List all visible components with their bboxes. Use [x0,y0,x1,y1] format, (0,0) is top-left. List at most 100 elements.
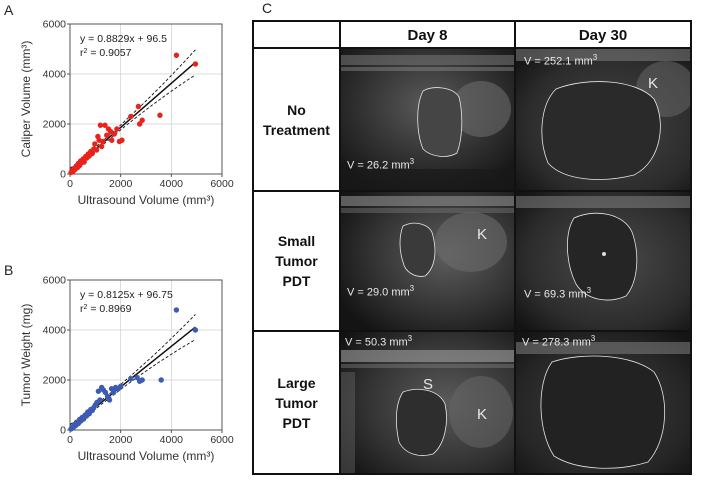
ultrasound-image-large-tumor-day8: V = 50.3 mm3 S K [341,332,516,473]
x-tick-label: 6000 [210,434,234,446]
data-point [173,52,180,58]
tumor-outline [399,222,436,277]
r-squared-label: r2 = 0.9057 [80,47,132,59]
ultrasound-image-table: Day 8 Day 30 No Treatment Small Tumor PD… [252,20,692,475]
panel-c-letter: C [262,0,273,16]
data-point [192,327,199,333]
volume-label: V = 278.3 mm3 [522,334,596,349]
ultrasound-texture [516,49,690,190]
data-point [173,307,180,313]
data-point [157,112,163,118]
data-point [114,126,120,132]
ultrasound-texture [341,192,516,330]
scatter-chart-a-svg: 0 2000 4000 6000 0 2000 4000 6000 Ultrasound Vol… [19,19,234,208]
data-point [119,137,125,143]
ultrasound-image-small-tumor-day30: V = 69.3 mm3 [516,192,690,330]
scatter-chart-b: 0 2000 4000 6000 0 2000 4000 6000 Ultrasound Vol… [0,270,240,500]
ultrasound-texture [341,332,516,473]
header-day8: Day 8 [341,22,516,48]
x-axis-label: Ultrasound Volume (mm³) [78,193,215,207]
data-point [110,389,117,396]
y-tick-label: 2000 [43,375,67,387]
y-tick-label: 0 [60,169,66,181]
y-tick-label: 0 [60,425,66,437]
volume-label: V = 29.0 mm3 [347,284,415,299]
tumor-outline [395,388,447,456]
row-label-no-treatment: No Treatment [254,49,341,190]
scatter-chart-b-svg: 0 2000 4000 6000 0 2000 4000 6000 Ultrasound Vol… [19,275,234,464]
data-point [104,132,110,138]
x-tick-label: 2000 [109,434,133,446]
regression-equation: y = 0.8829x + 96.5 [80,33,167,45]
x-axis-label: Ultrasound Volume (mm³) [78,449,215,463]
panel-a-letter: A [4,2,14,18]
x-tick-label: 0 [67,178,73,190]
ultrasound-texture [516,332,690,473]
x-tick-label: 4000 [160,178,184,190]
panel-b-letter: B [4,262,14,278]
data-point [102,122,108,128]
ultrasound-texture [516,192,690,330]
data-point [97,397,103,403]
plot-frame [69,279,223,431]
x-tick-label: 4000 [160,434,184,446]
column-divider [514,22,516,473]
r-squared-label: r2 = 0.8969 [80,303,132,315]
data-point [97,122,104,128]
row-divider-1 [254,190,341,192]
y-tick-label: 6000 [43,275,67,287]
row-label-small-tumor-pdt: Small Tumor PDT [254,192,341,330]
volume-label: V = 26.2 mm3 [347,157,415,172]
volume-label: V = 50.3 mm3 [345,334,413,349]
data-point [128,113,134,120]
header-day30: Day 30 [516,22,690,48]
data-point [93,147,100,153]
data-point [192,61,199,67]
data-point [106,397,113,403]
y-tick-label: 2000 [43,119,67,131]
data-point [92,141,98,147]
data-point [81,159,87,165]
y-axis-label: Tumor Weight (mg) [19,304,33,407]
tumor-outline [417,87,463,157]
data-point [139,117,145,123]
y-tick-label: 6000 [43,19,67,31]
ultrasound-image-no-treatment-day30: V = 252.1 mm3 K [516,49,690,190]
data-point [158,377,164,383]
data-point [100,138,106,145]
y-axis-label: Caliper Volume (mm³) [19,41,33,158]
tumor-outline [541,81,661,180]
regression-equation: y = 0.8125x + 96.75 [80,289,173,301]
header-empty-cell [254,22,341,48]
data-point [111,131,118,137]
x-tick-label: 6000 [210,178,234,190]
kidney-letter: K [477,226,488,243]
volume-label: V = 69.3 mm3 [524,286,592,301]
volume-label: V = 252.1 mm3 [524,53,598,68]
data-point [89,150,95,157]
ultrasound-image-large-tumor-day30: V = 278.3 mm3 [516,332,690,473]
data-point [139,377,145,383]
skin-letter: S [423,376,434,393]
tumor-outline [567,212,638,301]
tumor-outline [540,355,666,469]
data-point [107,128,114,135]
row-divider-2 [254,330,341,332]
data-point [98,143,105,150]
data-point [135,103,142,110]
data-point [128,376,134,382]
ultrasound-image-no-treatment-day8: V = 26.2 mm3 [341,49,516,190]
x-tick-label: 0 [67,434,73,446]
plot-frame [69,23,223,175]
x-tick-label: 2000 [109,178,133,190]
header-divider [254,47,690,49]
y-tick-label: 4000 [43,325,67,337]
scatter-chart-a: 0 2000 4000 6000 0 2000 4000 6000 Ultrasound Vol… [0,14,240,244]
kidney-letter: K [648,75,659,92]
data-point [109,137,115,143]
row-label-large-tumor-pdt: Large Tumor PDT [254,332,341,473]
y-tick-label: 4000 [43,69,67,81]
kidney-letter: K [477,406,488,423]
ultrasound-image-small-tumor-day8: V = 29.0 mm3 K [341,192,516,330]
data-point [95,388,102,394]
